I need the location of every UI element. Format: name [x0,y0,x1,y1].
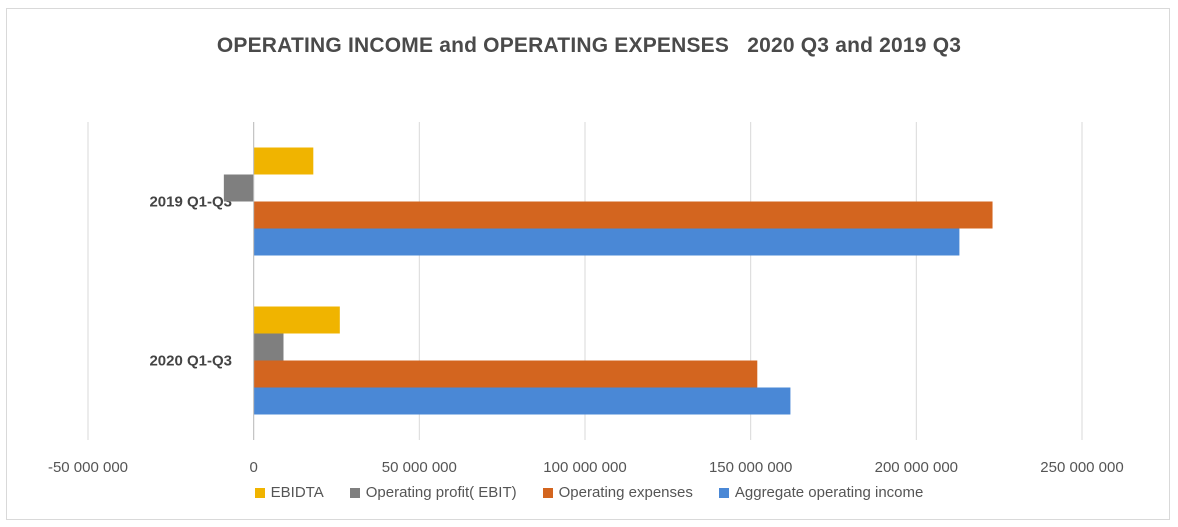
legend-swatch [349,487,360,498]
category-label: 2019 Q1-Q3 [149,194,232,211]
legend-label: Operating expenses [558,484,693,501]
legend-item: Operating expenses [542,484,693,501]
bar-operating-profit-ebit [223,174,254,202]
bar-operating-expenses [253,360,758,388]
legend-item: Aggregate operating income [718,484,924,501]
bar-aggregate-operating-income [253,228,960,256]
legend-label: Aggregate operating income [734,484,924,501]
legend-item: EBIDTA [254,484,324,501]
legend-label: Operating profit( EBIT) [365,484,517,501]
x-tick-label: 100 000 000 [543,459,626,476]
legend-item: Operating profit( EBIT) [349,484,517,501]
bar-operating-profit-ebit [253,333,284,361]
bar-operating-expenses [253,201,993,229]
legend-swatch [718,487,729,498]
legend-label: EBIDTA [270,484,324,501]
x-tick-label: 0 [249,459,257,476]
chart-frame [6,8,1170,520]
bar-ebidta [253,306,340,334]
chart-title: OPERATING INCOME and OPERATING EXPENSES … [216,34,962,57]
chart-legend: EBIDTA Operating profit( EBIT) Operating e… [0,484,1178,501]
x-tick-label: 150 000 000 [709,459,792,476]
legend-swatch [542,487,553,498]
bar-ebidta [253,147,314,175]
bar-aggregate-operating-income [253,387,791,415]
x-tick-label: -50 000 000 [48,459,128,476]
legend-swatch [254,487,265,498]
category-label: 2020 Q1-Q3 [149,353,232,370]
x-tick-label: 50 000 000 [382,459,457,476]
x-tick-label: 200 000 000 [875,459,958,476]
x-tick-label: 250 000 000 [1040,459,1123,476]
